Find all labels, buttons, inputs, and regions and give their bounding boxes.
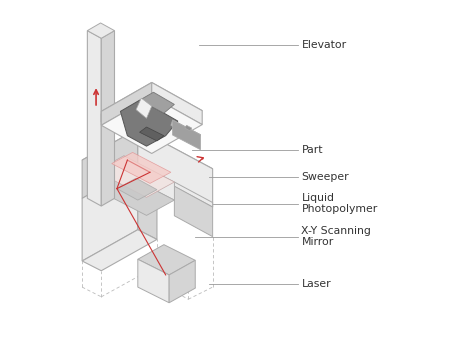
Polygon shape <box>101 82 152 125</box>
Polygon shape <box>139 127 164 141</box>
Polygon shape <box>117 178 157 200</box>
Polygon shape <box>138 245 195 275</box>
Text: Laser: Laser <box>301 279 331 288</box>
Polygon shape <box>96 156 124 189</box>
Polygon shape <box>101 114 133 139</box>
Polygon shape <box>136 98 152 118</box>
Polygon shape <box>120 100 178 146</box>
Text: Elevator: Elevator <box>301 40 346 50</box>
Text: Sweeper: Sweeper <box>301 173 349 182</box>
Polygon shape <box>112 152 171 183</box>
Polygon shape <box>138 129 213 207</box>
Polygon shape <box>174 182 213 207</box>
Polygon shape <box>101 96 202 153</box>
Polygon shape <box>169 260 195 303</box>
Polygon shape <box>82 129 213 200</box>
Polygon shape <box>101 82 202 140</box>
Polygon shape <box>96 156 174 197</box>
Polygon shape <box>101 31 115 206</box>
Text: Liquid
Photopolymer: Liquid Photopolymer <box>301 193 378 214</box>
Polygon shape <box>87 31 101 206</box>
Polygon shape <box>185 125 192 131</box>
Text: X-Y Scanning
Mirror: X-Y Scanning Mirror <box>301 226 371 247</box>
Polygon shape <box>82 167 138 261</box>
Polygon shape <box>124 156 174 200</box>
Text: Part: Part <box>301 145 323 155</box>
Polygon shape <box>152 82 202 125</box>
Polygon shape <box>138 167 157 239</box>
Polygon shape <box>173 120 201 150</box>
Polygon shape <box>82 230 157 271</box>
Polygon shape <box>139 92 174 113</box>
Polygon shape <box>171 120 201 140</box>
Polygon shape <box>174 186 213 237</box>
Polygon shape <box>82 129 138 198</box>
Polygon shape <box>101 114 133 139</box>
Polygon shape <box>138 259 169 303</box>
Polygon shape <box>96 174 174 215</box>
Polygon shape <box>87 23 115 38</box>
